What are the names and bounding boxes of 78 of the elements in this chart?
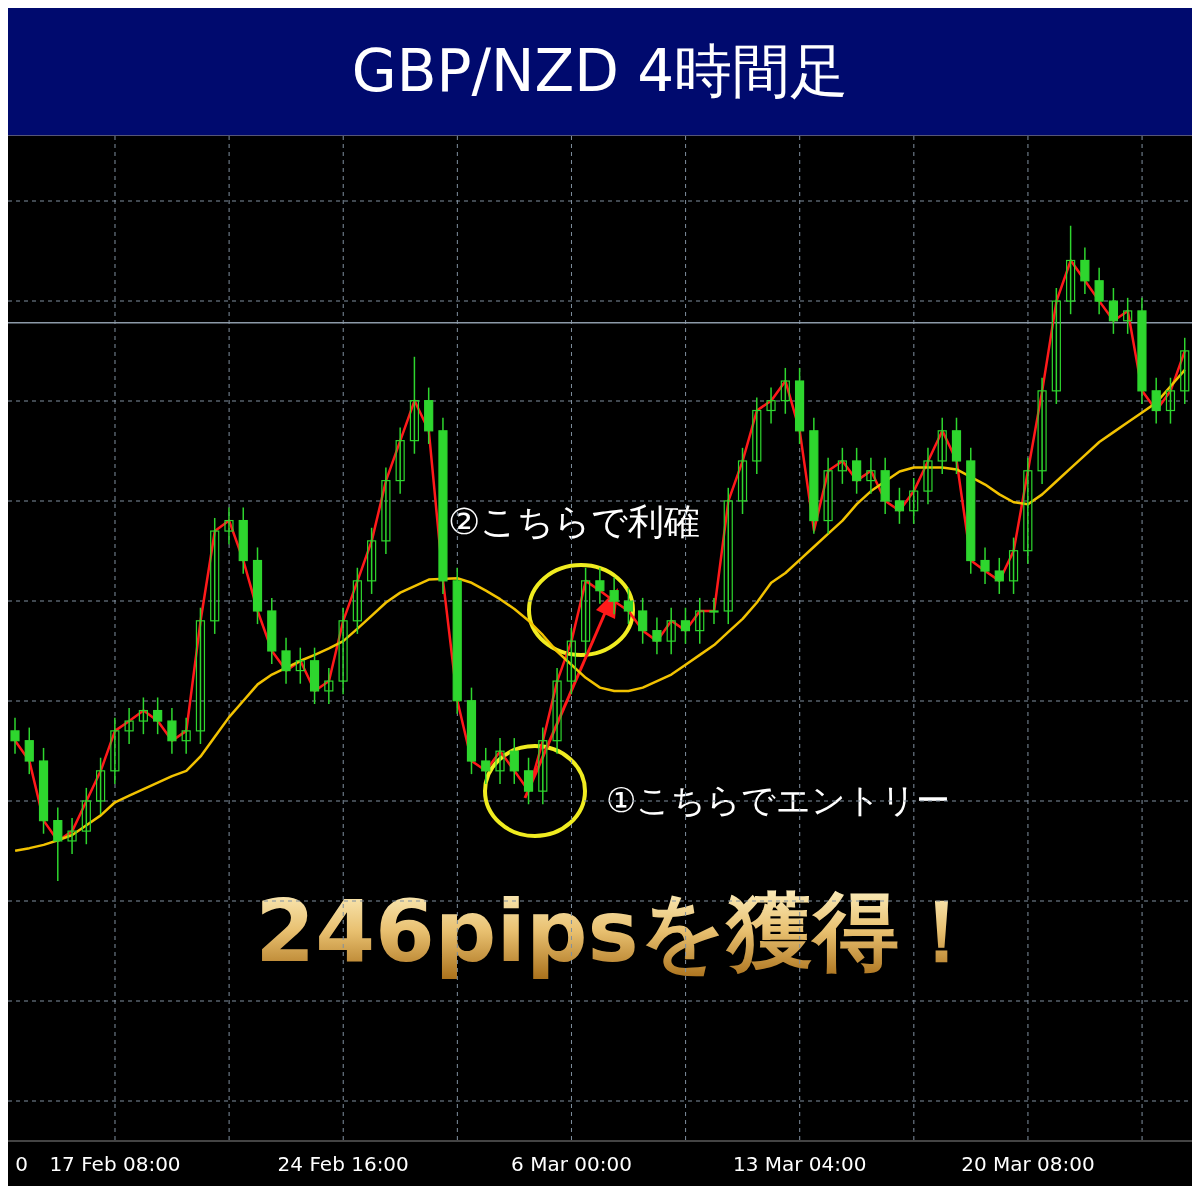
candlestick	[153, 696, 163, 735]
candlestick	[581, 566, 591, 655]
candlestick	[823, 456, 833, 535]
candlestick	[1008, 536, 1019, 595]
candlestick	[609, 576, 619, 616]
candlestick	[1151, 377, 1161, 425]
candlestick	[53, 806, 63, 882]
candlestick	[167, 707, 177, 755]
candlestick	[866, 456, 876, 495]
candlestick	[24, 726, 34, 775]
candlestick	[552, 667, 562, 755]
candlestick	[281, 637, 291, 685]
candlestick	[95, 756, 106, 815]
x-tick-label: 17 Feb 08:00	[49, 1152, 181, 1176]
candlestick	[638, 597, 648, 645]
candlestick	[1108, 287, 1119, 335]
candlestick	[652, 616, 662, 655]
candlestick	[780, 367, 790, 415]
candlestick	[1080, 246, 1090, 295]
candlestick	[538, 726, 548, 805]
candlestick	[623, 587, 633, 625]
candlestick	[352, 566, 362, 635]
candlestick	[766, 386, 776, 425]
candlestick	[67, 817, 77, 855]
candlestick	[752, 396, 762, 475]
chart-title: GBP/NZD 4時間足	[8, 8, 1192, 136]
candlestick	[181, 717, 191, 755]
candlestick	[723, 487, 733, 625]
candlestick	[1180, 337, 1190, 405]
candlestick	[523, 756, 534, 805]
candlestick	[737, 447, 748, 515]
candlestick	[481, 747, 491, 785]
x-tick-label: 24 Feb 16:00	[277, 1152, 409, 1176]
x-tick-label: 20 Mar 08:00	[961, 1152, 1095, 1176]
x-tick-label: 0	[15, 1152, 28, 1176]
x-tick-label: 13 Mar 04:00	[732, 1152, 867, 1176]
candlestick	[894, 487, 905, 525]
candlestick	[1165, 377, 1176, 425]
candlestick	[666, 606, 676, 655]
candlestick	[338, 606, 348, 695]
candlestick	[1051, 287, 1061, 405]
candlestick	[994, 557, 1004, 595]
candlestick	[980, 546, 990, 585]
candlestick	[409, 356, 420, 455]
candlestick	[367, 527, 377, 595]
candlestick	[595, 566, 605, 605]
candlestick	[937, 416, 947, 475]
candlestick	[295, 646, 305, 685]
candlestick	[1023, 456, 1033, 565]
candlestick	[1037, 377, 1047, 485]
candlestick	[1123, 297, 1133, 335]
candlestick	[837, 447, 847, 485]
annotation: ②こちらで利確	[448, 501, 701, 542]
candlestick	[124, 707, 134, 745]
candlestick	[210, 517, 220, 635]
candlestick	[381, 466, 391, 555]
candlestick	[680, 606, 691, 645]
candlestick	[566, 627, 576, 695]
candlestick	[1066, 225, 1076, 315]
candlestick	[324, 667, 334, 705]
candlestick	[709, 597, 719, 625]
candlestick	[909, 477, 919, 525]
candlestick	[495, 737, 505, 785]
x-tick-label: 6 Mar 00:00	[511, 1152, 632, 1176]
candlestick	[224, 506, 234, 545]
candlestick	[509, 737, 519, 785]
candlestick	[1094, 266, 1104, 315]
candlestick	[395, 426, 405, 495]
candlestick	[923, 447, 933, 505]
candlestick	[138, 696, 148, 735]
candlestick	[852, 447, 862, 495]
annotation: ①こちらでエントリー	[606, 780, 951, 820]
candlestick	[695, 597, 705, 645]
candlestick	[10, 717, 20, 755]
candlestick	[81, 787, 91, 845]
candlestick	[195, 606, 206, 745]
candlestick	[110, 717, 120, 785]
text: 246pipsを獲得！	[255, 881, 985, 981]
